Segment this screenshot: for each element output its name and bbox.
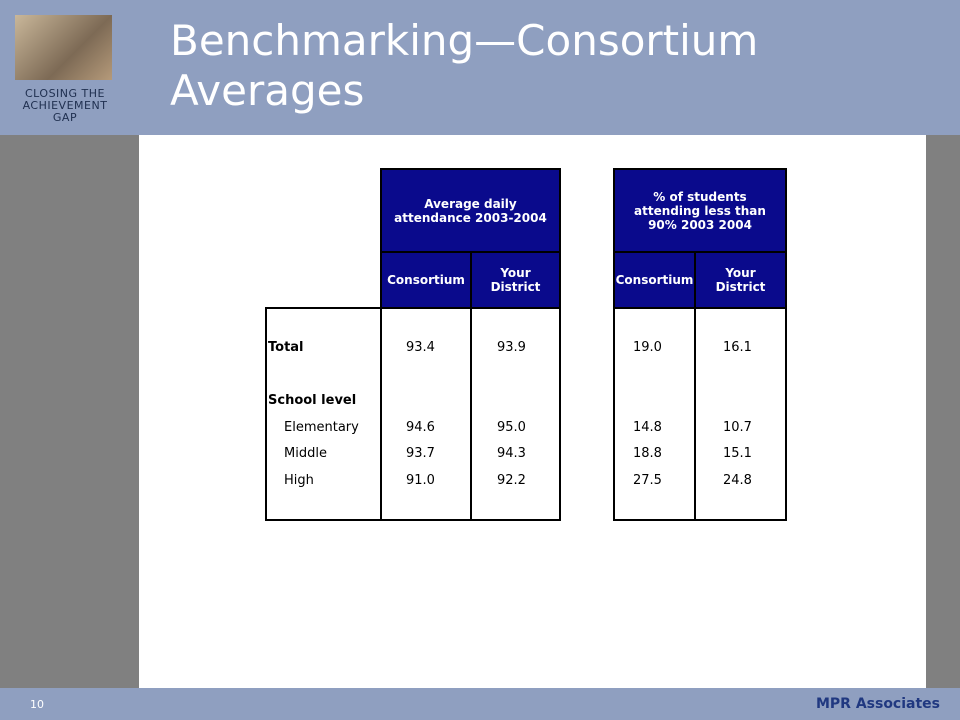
row-label: Total — [268, 340, 304, 355]
group-header: % of students attending less than 90% 20… — [613, 168, 787, 253]
logo-photo — [15, 15, 112, 80]
cell-value: 91.0 — [406, 473, 435, 488]
cell-value: 95.0 — [497, 420, 526, 435]
column-header: Your District — [694, 251, 787, 309]
column-body — [694, 307, 787, 521]
cell-value: 24.8 — [723, 473, 752, 488]
cell-value: 93.7 — [406, 446, 435, 461]
header-band — [0, 0, 960, 135]
page-number: 10 — [30, 698, 44, 711]
cell-value: 19.0 — [633, 340, 662, 355]
cell-value: 18.8 — [633, 446, 662, 461]
cell-value: 93.4 — [406, 340, 435, 355]
column-body — [470, 307, 561, 521]
row-label: School level — [268, 393, 357, 408]
group-header: Average daily attendance 2003-2004 — [380, 168, 561, 253]
column-header: Consortium — [380, 251, 472, 309]
cell-value: 94.6 — [406, 420, 435, 435]
cell-value: 10.7 — [723, 420, 752, 435]
logo-text: CLOSING THE ACHIEVEMENT GAP — [22, 87, 108, 124]
slide-title: Benchmarking—Consortium Averages — [170, 16, 759, 115]
cell-value: 94.3 — [497, 446, 526, 461]
cell-value: 27.5 — [633, 473, 662, 488]
column-header: Your District — [470, 251, 561, 309]
column-header: Consortium — [613, 251, 696, 309]
footer-band — [0, 688, 960, 720]
row-label: Middle — [284, 446, 327, 461]
cell-value: 92.2 — [497, 473, 526, 488]
cell-value: 14.8 — [633, 420, 662, 435]
label-column — [265, 307, 382, 521]
row-label: Elementary — [284, 420, 359, 435]
cell-value: 16.1 — [723, 340, 752, 355]
row-label: High — [284, 473, 314, 488]
cell-value: 93.9 — [497, 340, 526, 355]
cell-value: 15.1 — [723, 446, 752, 461]
organization: MPR Associates — [815, 696, 940, 712]
